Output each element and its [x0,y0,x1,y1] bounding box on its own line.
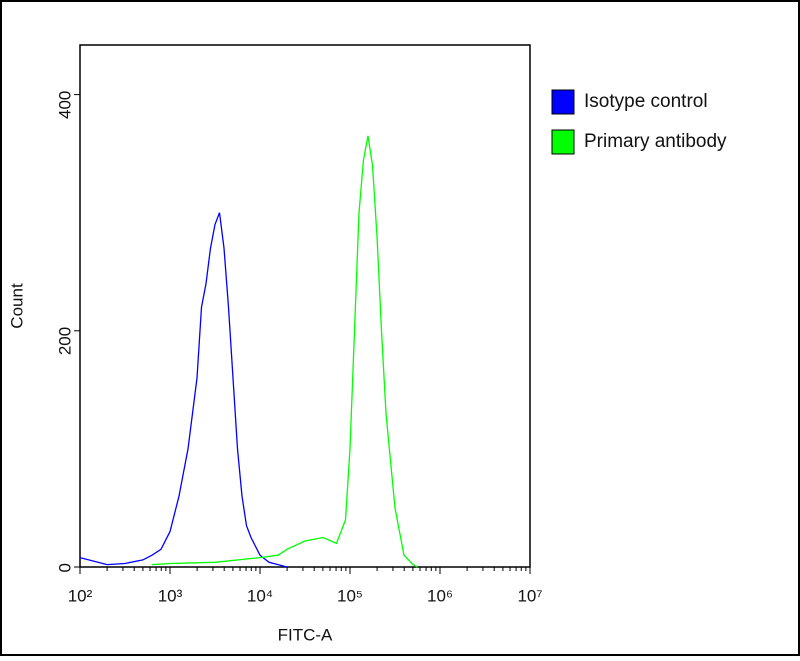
y-tick-label: 400 [55,91,74,119]
x-axis-label: FITC-A [278,625,333,644]
plot-frame [79,44,531,568]
x-tick-label: 10⁴ [247,586,273,605]
y-tick-label: 200 [55,327,74,355]
x-tick-label: 10⁵ [337,586,363,605]
x-tick-label: 10⁶ [427,586,453,605]
series-line [151,135,418,568]
legend-swatch [551,89,575,115]
legend-label: Primary antibody [584,131,727,152]
x-tick-label: 10² [68,586,93,605]
x-tick-label: 10³ [158,586,183,605]
series-line [79,212,288,568]
y-axis-label: Count [7,283,26,329]
y-tick-label: 0 [55,563,74,572]
legend-label: Isotype control [584,91,708,112]
legend-swatch [551,129,575,155]
x-tick-label: 10⁷ [517,586,542,605]
